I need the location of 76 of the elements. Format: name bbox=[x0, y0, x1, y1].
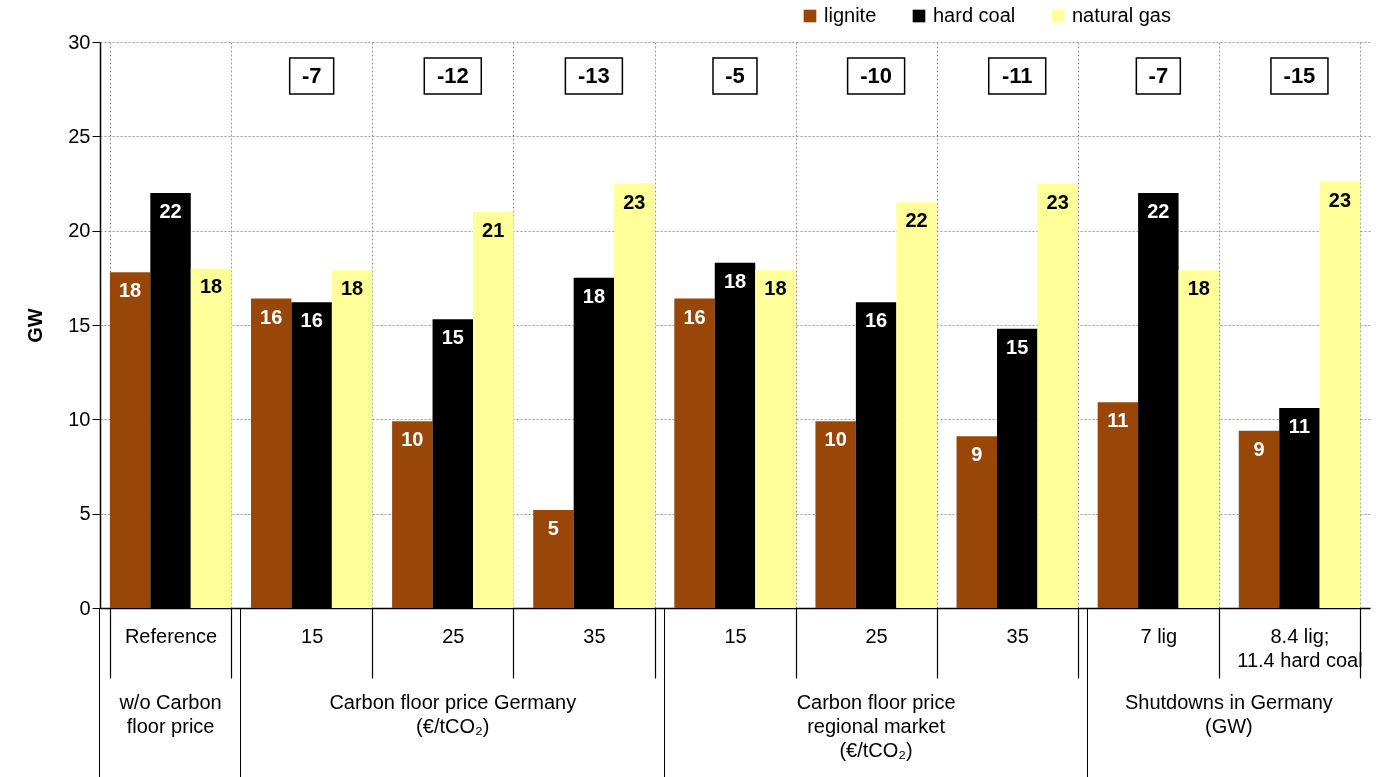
x-tick-label: 7 lig bbox=[1140, 624, 1178, 647]
annotation: -5 bbox=[725, 63, 745, 88]
data-label: 21 bbox=[482, 218, 505, 241]
data-label: 5 bbox=[547, 516, 559, 539]
bar bbox=[755, 270, 796, 608]
y-tick-label: 25 bbox=[68, 124, 91, 147]
legend-label: hard coal bbox=[933, 4, 1016, 26]
bar bbox=[1097, 402, 1139, 608]
data-label: 18 bbox=[340, 277, 364, 300]
data-label: 11 bbox=[1107, 409, 1129, 432]
y-tick-label: 0 bbox=[79, 596, 91, 619]
x-tick-label: 25 bbox=[442, 624, 465, 647]
y-tick-label: 10 bbox=[68, 407, 91, 430]
bar bbox=[1319, 181, 1361, 608]
data-label: 18 bbox=[1187, 277, 1210, 300]
bar bbox=[614, 183, 655, 608]
data-label: 22 bbox=[905, 209, 928, 232]
data-label: 9 bbox=[971, 443, 983, 466]
bar bbox=[1037, 183, 1078, 608]
annotation: -7 bbox=[301, 63, 322, 88]
x-tick-label: 15 bbox=[301, 624, 324, 647]
data-label: 23 bbox=[1046, 190, 1069, 213]
x-tick-label: 25 bbox=[865, 624, 888, 647]
bar bbox=[956, 436, 997, 608]
data-label: 18 bbox=[582, 284, 606, 307]
data-label: 16 bbox=[300, 309, 323, 332]
data-label: 10 bbox=[401, 428, 424, 451]
annotation: -11 bbox=[1001, 63, 1033, 88]
bar bbox=[1238, 430, 1280, 608]
y-tick-label: 20 bbox=[68, 219, 91, 242]
data-label: 16 bbox=[260, 305, 283, 328]
annotation: -13 bbox=[577, 63, 610, 88]
annotation: -7 bbox=[1148, 63, 1169, 88]
bar bbox=[674, 298, 715, 608]
bar bbox=[473, 211, 514, 608]
bar bbox=[1178, 270, 1220, 608]
bar bbox=[109, 272, 151, 608]
annotation: -10 bbox=[860, 63, 893, 88]
data-label: 16 bbox=[864, 309, 888, 332]
annotation: -15 bbox=[1283, 63, 1316, 88]
data-label: 11 bbox=[1288, 415, 1311, 438]
text: w/o Carbon floor price bbox=[118, 690, 223, 738]
text: Carbon floor price regional market (€/tCO₂) bbox=[795, 690, 957, 762]
y-axis-title: GW bbox=[24, 308, 47, 343]
data-label: 23 bbox=[1328, 188, 1352, 211]
x-tick-label: 35 bbox=[1006, 624, 1029, 647]
data-label: 15 bbox=[441, 326, 464, 349]
x-tick-label: 35 bbox=[583, 624, 606, 647]
data-label: 18 bbox=[118, 279, 142, 302]
x-tick-label: 15 bbox=[724, 624, 747, 647]
x-tick-label: Reference bbox=[124, 624, 218, 647]
bar bbox=[250, 298, 292, 608]
data-label: 15 bbox=[1006, 335, 1029, 358]
y-tick-label: 5 bbox=[79, 502, 91, 525]
data-label: 18 bbox=[764, 277, 787, 300]
data-label: 22 bbox=[159, 199, 182, 222]
data-label: 10 bbox=[824, 428, 847, 451]
data-label: 18 bbox=[723, 269, 747, 292]
text: Shutdowns in Germany (GW) bbox=[1123, 690, 1334, 738]
data-label: 23 bbox=[623, 190, 646, 213]
annotation: -12 bbox=[436, 63, 469, 88]
bar bbox=[331, 270, 373, 608]
bar bbox=[815, 421, 856, 608]
text: Carbon floor price Germany (€/tCO₂) bbox=[328, 690, 578, 738]
legend-label: lignite bbox=[824, 4, 877, 26]
data-label: 9 bbox=[1253, 437, 1265, 460]
legend-label: natural gas bbox=[1072, 4, 1171, 26]
bar bbox=[392, 421, 433, 608]
data-label: 22 bbox=[1147, 199, 1170, 222]
bar bbox=[190, 268, 232, 608]
data-label: 16 bbox=[683, 305, 706, 328]
y-tick-label: 15 bbox=[68, 313, 91, 336]
bar bbox=[896, 202, 937, 608]
data-label: 18 bbox=[199, 275, 223, 298]
y-tick-label: 30 bbox=[68, 30, 91, 53]
bar bbox=[533, 509, 574, 608]
